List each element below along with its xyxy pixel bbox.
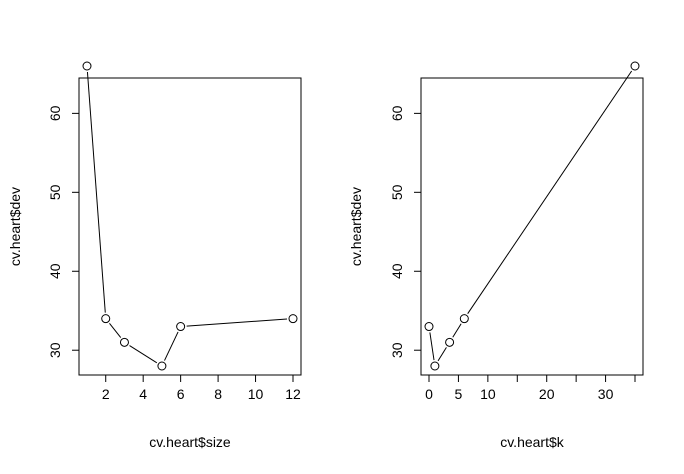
data-point [101,314,111,324]
data-point [424,322,434,332]
data-point [288,314,298,324]
x-tick-label: 4 [139,386,147,402]
y-tick-label: 40 [47,263,63,279]
y-tick-label: 60 [47,105,63,121]
k-vs-dev-plot: 0 5 10 20 30 30 40 50 60 cv.heart$k cv.heart$dev [348,61,644,450]
x-axis-title: cv.heart$size [149,434,231,450]
series-segment [429,332,435,361]
series-segment [467,70,633,314]
x-tick-label: 20 [539,386,555,402]
y-tick-label: 30 [47,342,63,358]
x-tick-label: 10 [248,386,264,402]
data-point [630,61,640,71]
series-segment [452,323,462,338]
y-tick-label: 50 [389,184,405,200]
series-segment [164,331,179,361]
y-tick-label: 60 [389,105,405,121]
y-tick-label: 30 [389,342,405,358]
x-tick-label: 6 [177,386,185,402]
series-segment [109,323,122,338]
series-segment [186,318,288,327]
data-point [176,322,186,332]
data-point [82,61,92,71]
x-axis-title: cv.heart$k [500,434,565,450]
data-point [430,361,440,371]
y-axis-title: cv.heart$dev [7,187,23,266]
x-tick-label: 2 [102,386,110,402]
size-vs-dev-plot: 2 4 6 8 10 12 30 40 50 60 cv.heart$size cv.heart$de… [7,61,302,450]
series-segment [437,347,447,362]
plot-frame [78,77,302,376]
x-tick-label: 30 [598,386,614,402]
y-axis-title: cv.heart$dev [348,187,364,266]
series-segment [86,71,106,313]
data-point [157,361,167,371]
x-tick-label: 0 [425,386,433,402]
plot-frame [420,77,644,376]
x-tick-label: 5 [455,386,463,402]
x-tick-label: 12 [285,386,301,402]
x-tick-label: 8 [214,386,222,402]
y-tick-label: 40 [389,263,405,279]
y-tick-label: 50 [47,184,63,200]
x-tick-label: 10 [480,386,496,402]
data-point [119,337,129,347]
series-segment [129,345,158,364]
data-point [459,314,469,324]
data-point [445,337,455,347]
